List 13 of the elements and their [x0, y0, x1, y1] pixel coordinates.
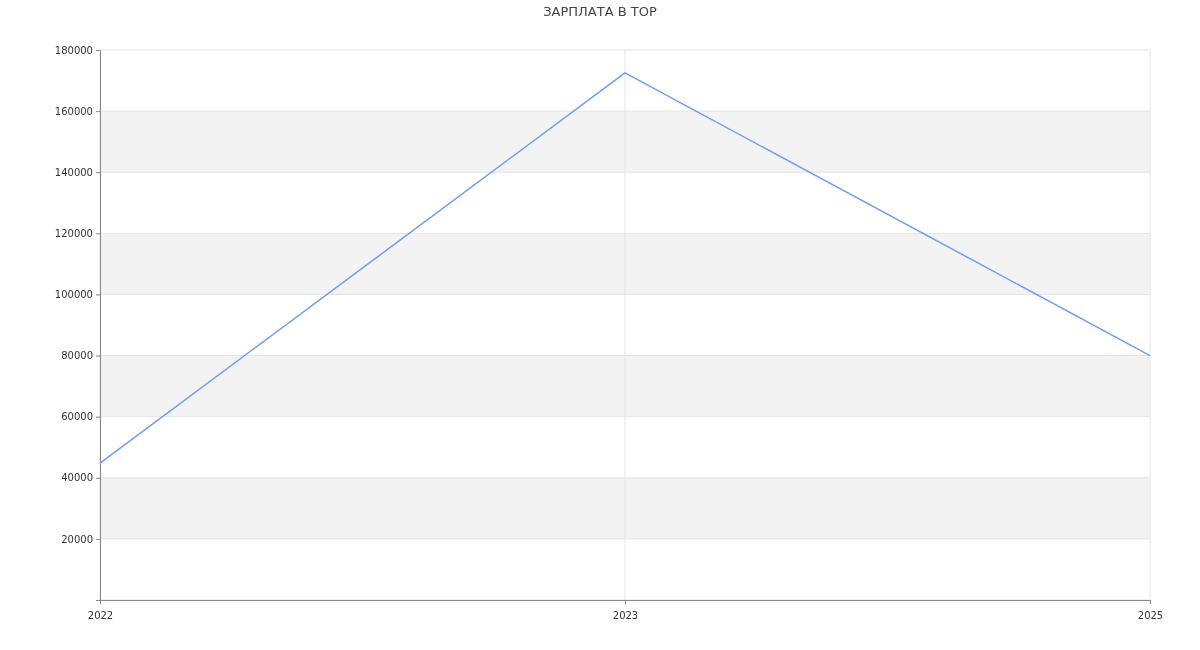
x-tick-label: 2025 — [1137, 610, 1164, 622]
chart-title: ЗАРПЛАТА В TOP — [543, 4, 657, 19]
y-tick-label: 160000 — [54, 105, 93, 117]
y-tick-label: 180000 — [54, 44, 93, 56]
y-tick-label: 40000 — [61, 472, 93, 484]
y-tick-label: 140000 — [54, 166, 93, 178]
x-tick-label: 2022 — [87, 610, 114, 622]
y-tick-label: 100000 — [54, 289, 93, 301]
y-tick-label: 80000 — [61, 350, 93, 362]
y-tick-label: 60000 — [61, 411, 93, 423]
y-tick-label: 20000 — [61, 533, 93, 545]
y-tick-label: 120000 — [54, 228, 93, 240]
x-tick-label: 2023 — [612, 610, 639, 622]
